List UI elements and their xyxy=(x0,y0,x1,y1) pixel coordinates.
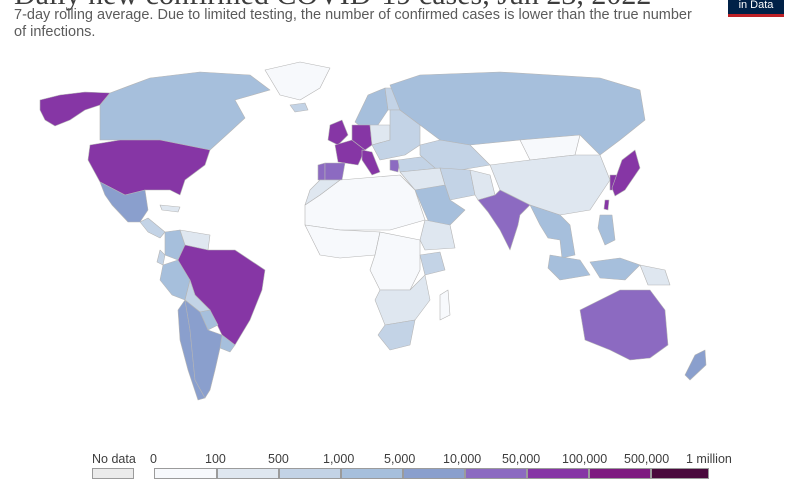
owid-logo[interactable]: in Data xyxy=(728,0,784,17)
map-region-australia: Australia xyxy=(579,289,669,361)
map-region-philippines: Philippines xyxy=(597,214,616,246)
map-region-scandinavia: Scandinavia xyxy=(354,87,389,131)
map-region-iceland: Iceland xyxy=(289,102,309,113)
map-region-russia: Russia xyxy=(389,71,646,156)
legend-tick-3: 1,000 xyxy=(323,452,355,466)
map-region-united-kingdom: United Kingdom xyxy=(327,119,349,146)
map-region-papua-new-guinea: Papua New Guinea xyxy=(639,264,671,286)
map-region-canada: Canada xyxy=(99,71,271,151)
legend-swatch-3 xyxy=(341,468,403,479)
map-region-iran: Iran xyxy=(439,167,476,201)
map-region-madagascar: Madagascar xyxy=(439,289,451,321)
map-region-central-africa: Central Africa xyxy=(369,231,421,291)
map-region-spain: Spain xyxy=(324,162,346,181)
map-region-south-africa: South Africa xyxy=(377,319,416,351)
map-region-taiwan: Taiwan xyxy=(603,199,610,211)
legend-swatch-8 xyxy=(651,468,709,479)
legend-no-data-label: No data xyxy=(92,452,136,466)
map-region-ecuador: Ecuador xyxy=(156,249,166,266)
legend-swatch-1 xyxy=(217,468,279,479)
legend-tick-6: 50,000 xyxy=(502,452,541,466)
world-map[interactable]: Alaska (United States) Canada Greenland … xyxy=(0,60,800,435)
legend-tick-1: 100 xyxy=(205,452,226,466)
legend-tick-4: 5,000 xyxy=(384,452,416,466)
map-region-central-america: Central America xyxy=(139,217,166,239)
map-region-indonesia: Indonesia xyxy=(547,254,641,281)
legend-swatch-0 xyxy=(154,468,217,479)
map-region-alaska: Alaska (United States) xyxy=(39,91,111,127)
map-region-germany: Germany xyxy=(351,124,373,151)
legend-tick-9: 1 million xyxy=(686,452,732,466)
legend-no-data-swatch xyxy=(92,468,134,479)
legend-tick-5: 10,000 xyxy=(443,452,482,466)
legend-swatch-7 xyxy=(589,468,651,479)
legend-tick-2: 500 xyxy=(268,452,289,466)
legend-swatch-6 xyxy=(527,468,589,479)
legend-tick-8: 500,000 xyxy=(624,452,670,466)
legend-swatch-2 xyxy=(279,468,341,479)
map-region-japan: Japan xyxy=(611,149,641,197)
legend-tick-7: 100,000 xyxy=(562,452,608,466)
map-region-morocco: Morocco xyxy=(304,179,341,206)
map-region-greenland: Greenland xyxy=(264,61,331,101)
legend-tick-0: 0 xyxy=(150,452,157,466)
map-region-argentina: Argentina xyxy=(184,299,223,399)
chart-subtitle: 7-day rolling average. Due to limited te… xyxy=(14,7,692,40)
map-region-kenya: Kenya xyxy=(419,251,446,276)
map-region-portugal: Portugal xyxy=(317,162,326,181)
map-region-cuba: Cuba xyxy=(159,204,181,213)
map-region-italy: Italy xyxy=(361,149,381,176)
map-region-greece: Greece xyxy=(389,159,401,173)
map-region-new-zealand: New Zealand xyxy=(684,349,707,381)
map-region-india: India xyxy=(477,189,531,251)
map-region-kazakhstan: Kazakhstan xyxy=(419,139,491,171)
map-region-ethiopia: Ethiopia xyxy=(419,219,456,251)
map-region-france: France xyxy=(334,139,366,166)
chart-title: Daily new confirmed COVID-19 cases, Jun … xyxy=(14,0,651,12)
legend-swatch-5 xyxy=(465,468,527,479)
legend-swatch-4 xyxy=(403,468,465,479)
map-region-southern-africa: Southern Africa xyxy=(374,274,431,326)
